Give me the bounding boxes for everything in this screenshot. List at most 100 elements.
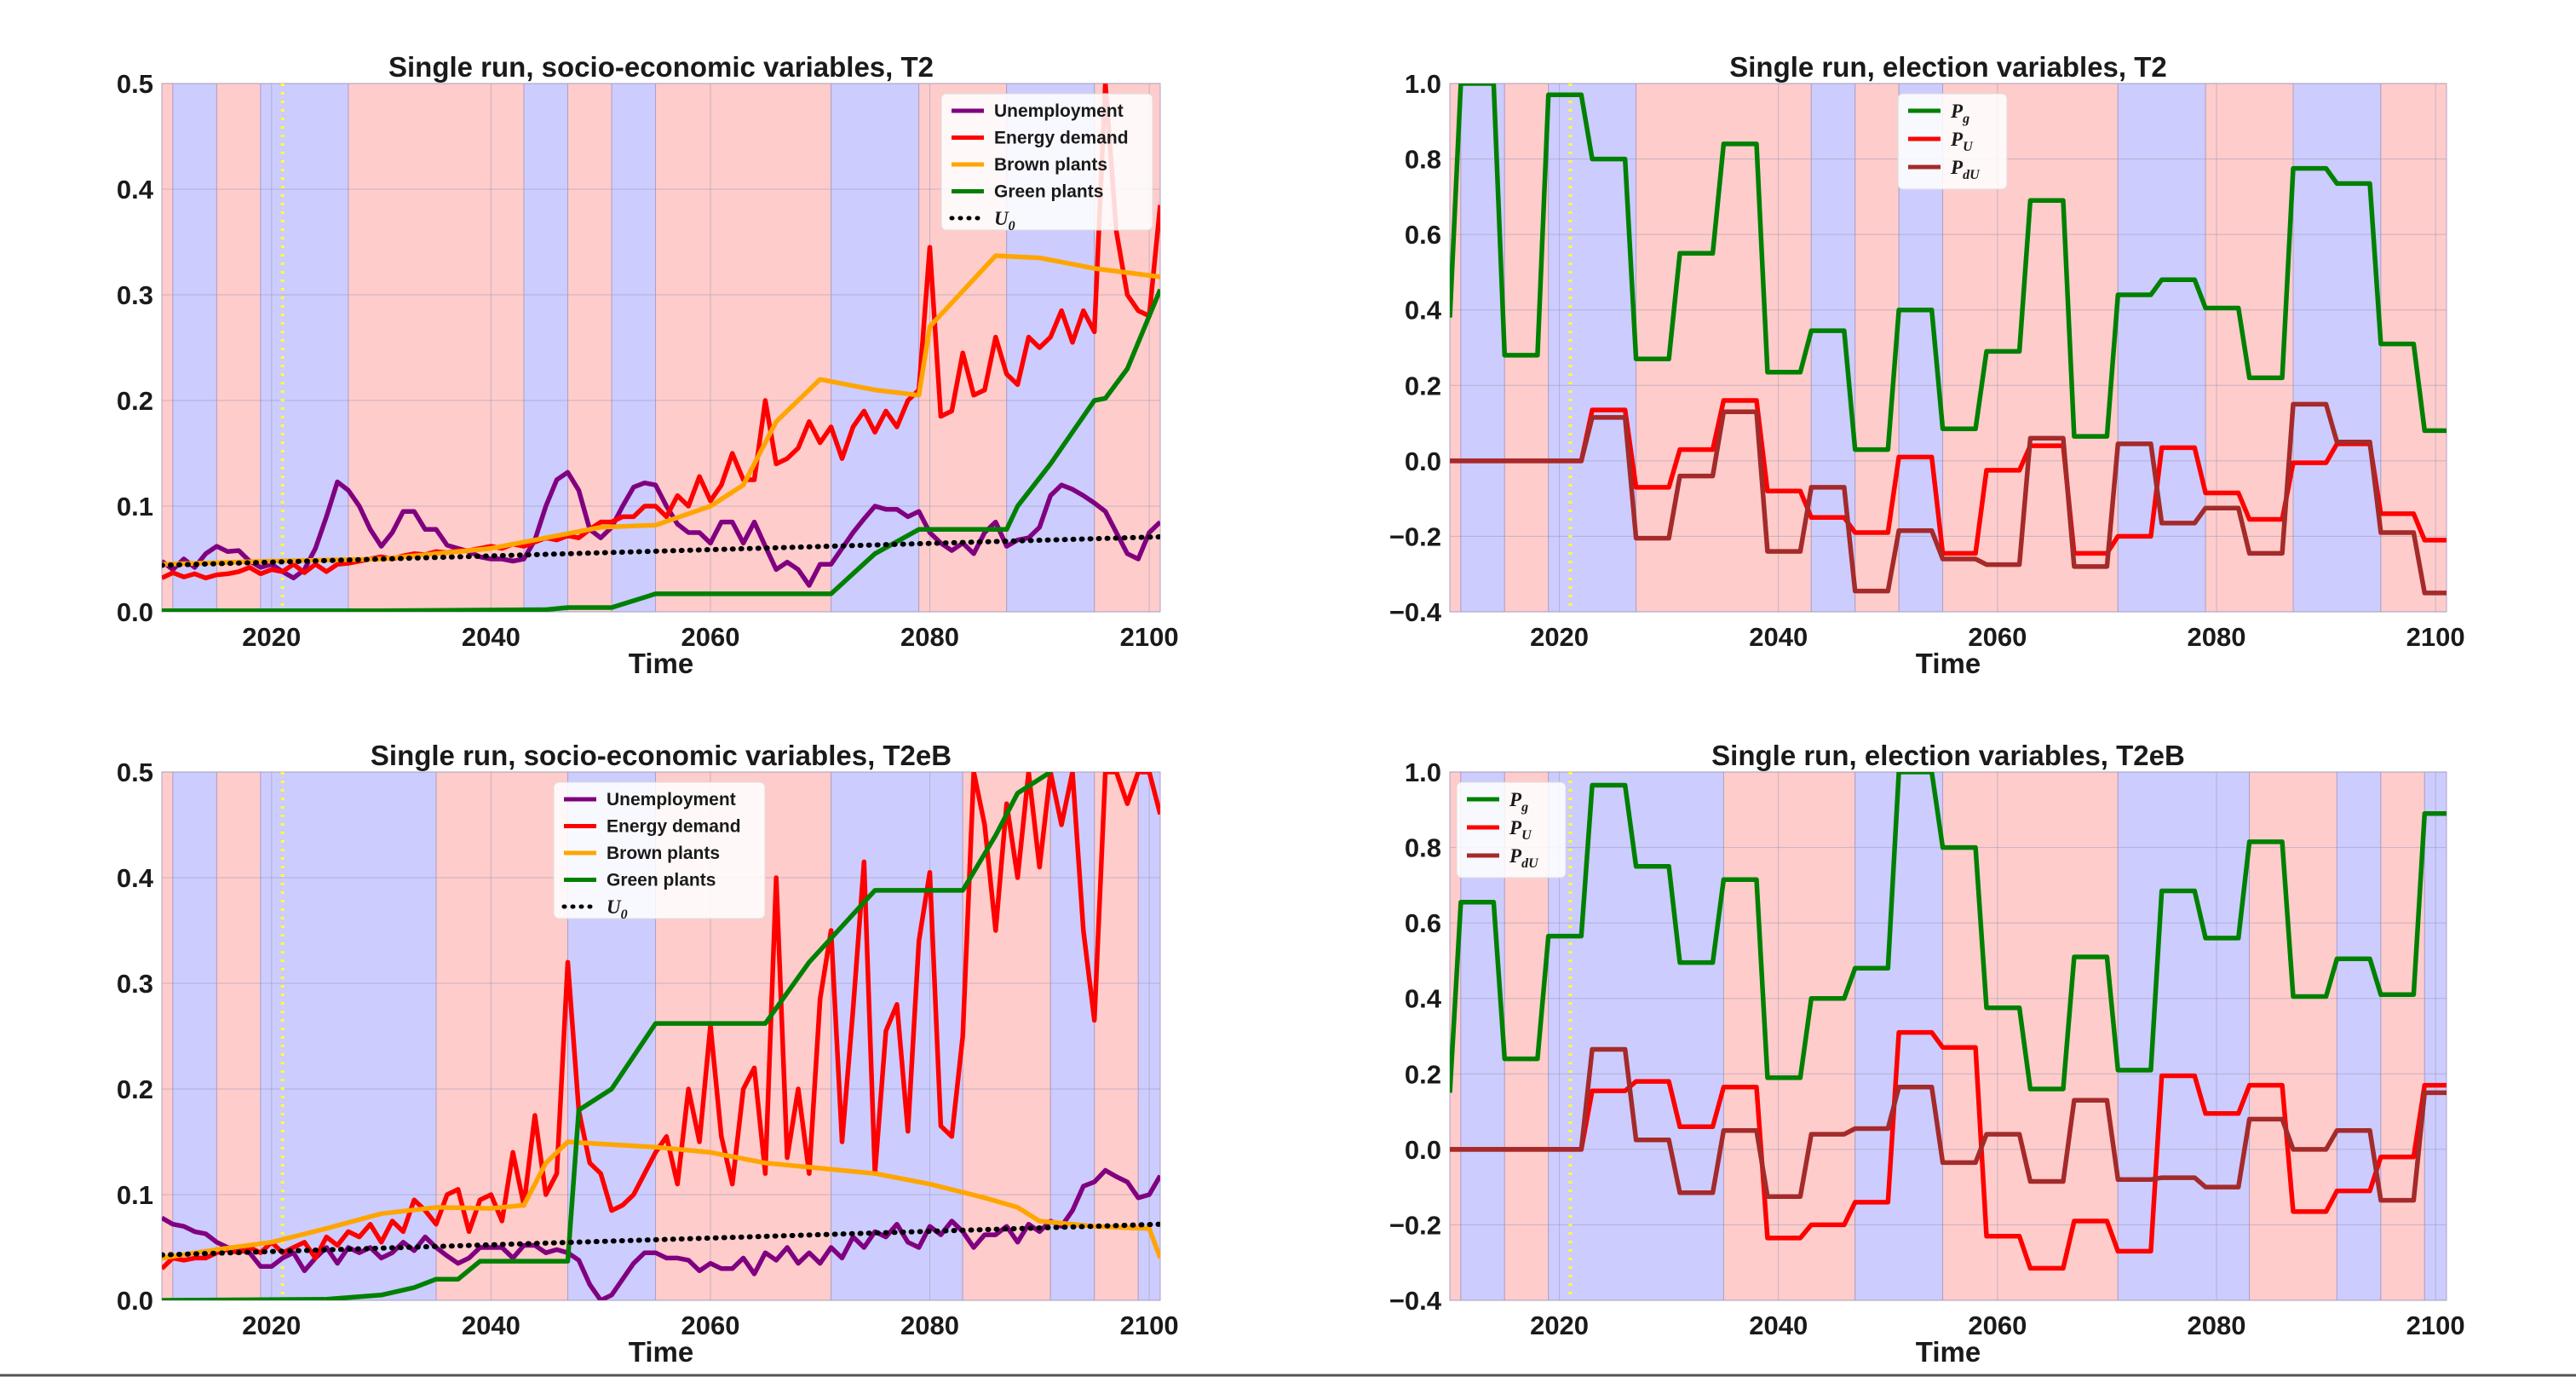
y-tick-label: 0.4 (117, 863, 154, 893)
y-tick-label: −0.4 (1389, 597, 1442, 627)
y-tick-label: 0.0 (117, 597, 153, 627)
x-tick-label: 2080 (2188, 1311, 2246, 1340)
regime-span (1942, 771, 2119, 1301)
legend-label: U0 (607, 896, 628, 922)
x-tick-label: 2100 (2406, 1311, 2465, 1340)
x-tick-label: 2100 (1120, 1311, 1179, 1340)
series-line-p-u (1450, 1029, 2447, 1271)
legend-label: Pg (1950, 101, 1969, 126)
regime-span (2205, 83, 2294, 613)
regime-span (1722, 771, 1856, 1301)
x-tick-label: 2080 (2188, 622, 2246, 652)
y-tick-label: 1.0 (1405, 758, 1441, 787)
legend-label: PU (1509, 817, 1532, 843)
chart-title: Single run, election variables, T2 (1729, 51, 2167, 83)
y-tick-label: 0.3 (117, 280, 153, 310)
y-tick-label: 0.5 (117, 69, 153, 99)
x-tick-label: 2020 (1530, 1311, 1589, 1340)
y-tick-label: 0.0 (1405, 447, 1441, 476)
legend-label: Green plants (607, 871, 716, 890)
x-tick-label: 2060 (681, 622, 739, 652)
regime-span (1636, 83, 1812, 613)
y-tick-label: 0.0 (117, 1286, 153, 1316)
regime-span (161, 83, 174, 613)
x-axis-label: Time (629, 1336, 693, 1368)
y-tick-label: 0.2 (117, 386, 153, 416)
y-tick-label: 0.2 (117, 1075, 153, 1104)
chart-title: Single run, election variables, T2eB (1711, 740, 2185, 771)
legend-label: Brown plants (607, 844, 720, 863)
y-tick-label: 0.3 (117, 969, 153, 999)
series-line-u-0 (162, 534, 1160, 568)
y-tick-label: 0.2 (1405, 371, 1441, 400)
x-tick-label: 2100 (2406, 622, 2465, 652)
y-tick-label: 1.0 (1405, 69, 1441, 99)
series-line-p-du (1450, 1046, 2447, 1203)
regime-span (2380, 771, 2425, 1301)
series-line-unemployment (162, 1167, 1160, 1300)
legend: Pg PU PdU (1897, 93, 2008, 190)
legend-label: U0 (994, 208, 1015, 233)
legend: Unemployment Energy demand Brown plants Gre… (940, 93, 1153, 233)
y-tick-label: 0.6 (1405, 908, 1441, 938)
x-axis-label: Time (1916, 1336, 1981, 1368)
series-line-brown-plants (162, 253, 1160, 567)
x-tick-label: 2080 (900, 622, 959, 652)
y-tick-label: 0.8 (1405, 833, 1441, 863)
series-line-u-0 (162, 1221, 1160, 1258)
regime-span (2117, 771, 2251, 1301)
x-tick-label: 2040 (1749, 1311, 1808, 1340)
legend-box (553, 781, 766, 919)
regime-span (172, 83, 217, 613)
legend-label: Pg (1509, 789, 1528, 815)
regime-span (1504, 83, 1550, 613)
x-tick-label: 2060 (681, 1311, 739, 1340)
regime-span (216, 771, 262, 1301)
regime-span (2249, 771, 2337, 1301)
y-tick-label: −0.2 (1389, 1210, 1441, 1240)
regime-span (831, 83, 920, 613)
y-tick-label: 0.1 (117, 492, 153, 521)
series-line-brown-plants (162, 1139, 1160, 1261)
x-tick-label: 2020 (242, 622, 301, 652)
x-axis-label: Time (1916, 648, 1981, 679)
panel-el_T2eB: 2020 2040 2060 2080 2100 −0.4 −0.2 0.0 0.2 0.4 0.6… (1389, 740, 2465, 1368)
regime-span (260, 83, 349, 613)
y-tick-label: 0.4 (1405, 984, 1442, 1014)
y-tick-label: 0.1 (117, 1180, 153, 1210)
y-tick-label: 0.8 (1405, 145, 1441, 175)
x-tick-label: 2060 (1968, 1311, 2027, 1340)
y-tick-label: 0.4 (1405, 296, 1442, 326)
legend-label: PdU (1509, 845, 1539, 871)
x-tick-label: 2100 (1120, 622, 1179, 652)
x-tick-label: 2040 (1749, 622, 1808, 652)
series-line-green-plants (162, 288, 1160, 612)
series-line-unemployment (162, 470, 1160, 588)
legend-box (940, 93, 1153, 231)
series-line-p-g (1450, 772, 2447, 1093)
legend-label: PdU (1950, 157, 1981, 182)
regime-span (1548, 83, 1637, 613)
legend-label: PU (1950, 129, 1974, 154)
regime-span (348, 83, 525, 613)
legend-label: Brown plants (994, 155, 1107, 175)
series-line-energy-demand (162, 84, 1160, 581)
panel-el_T2: 2020 2040 2060 2080 2100 −0.4 −0.2 0.0 0.2 0.4 0.6… (1389, 51, 2465, 679)
legend: Unemployment Energy demand Brown plants Gre… (553, 781, 766, 922)
series-line-p-u (1450, 398, 2447, 556)
chart-title: Single run, socio-economic variables, T2 (388, 51, 934, 83)
regime-span (216, 83, 262, 613)
x-tick-label: 2020 (242, 1311, 301, 1340)
x-tick-label: 2020 (1530, 622, 1589, 652)
legend-label: Energy demand (994, 129, 1129, 148)
series-line-energy-demand (162, 772, 1160, 1270)
x-tick-label: 2060 (1968, 622, 2027, 652)
legend-label: Energy demand (607, 817, 741, 837)
y-tick-label: 0.2 (1405, 1059, 1441, 1089)
series-line-p-du (1450, 401, 2447, 596)
x-tick-label: 2040 (462, 1311, 520, 1340)
regime-span (1854, 83, 1900, 613)
y-tick-label: 0.4 (117, 175, 154, 205)
